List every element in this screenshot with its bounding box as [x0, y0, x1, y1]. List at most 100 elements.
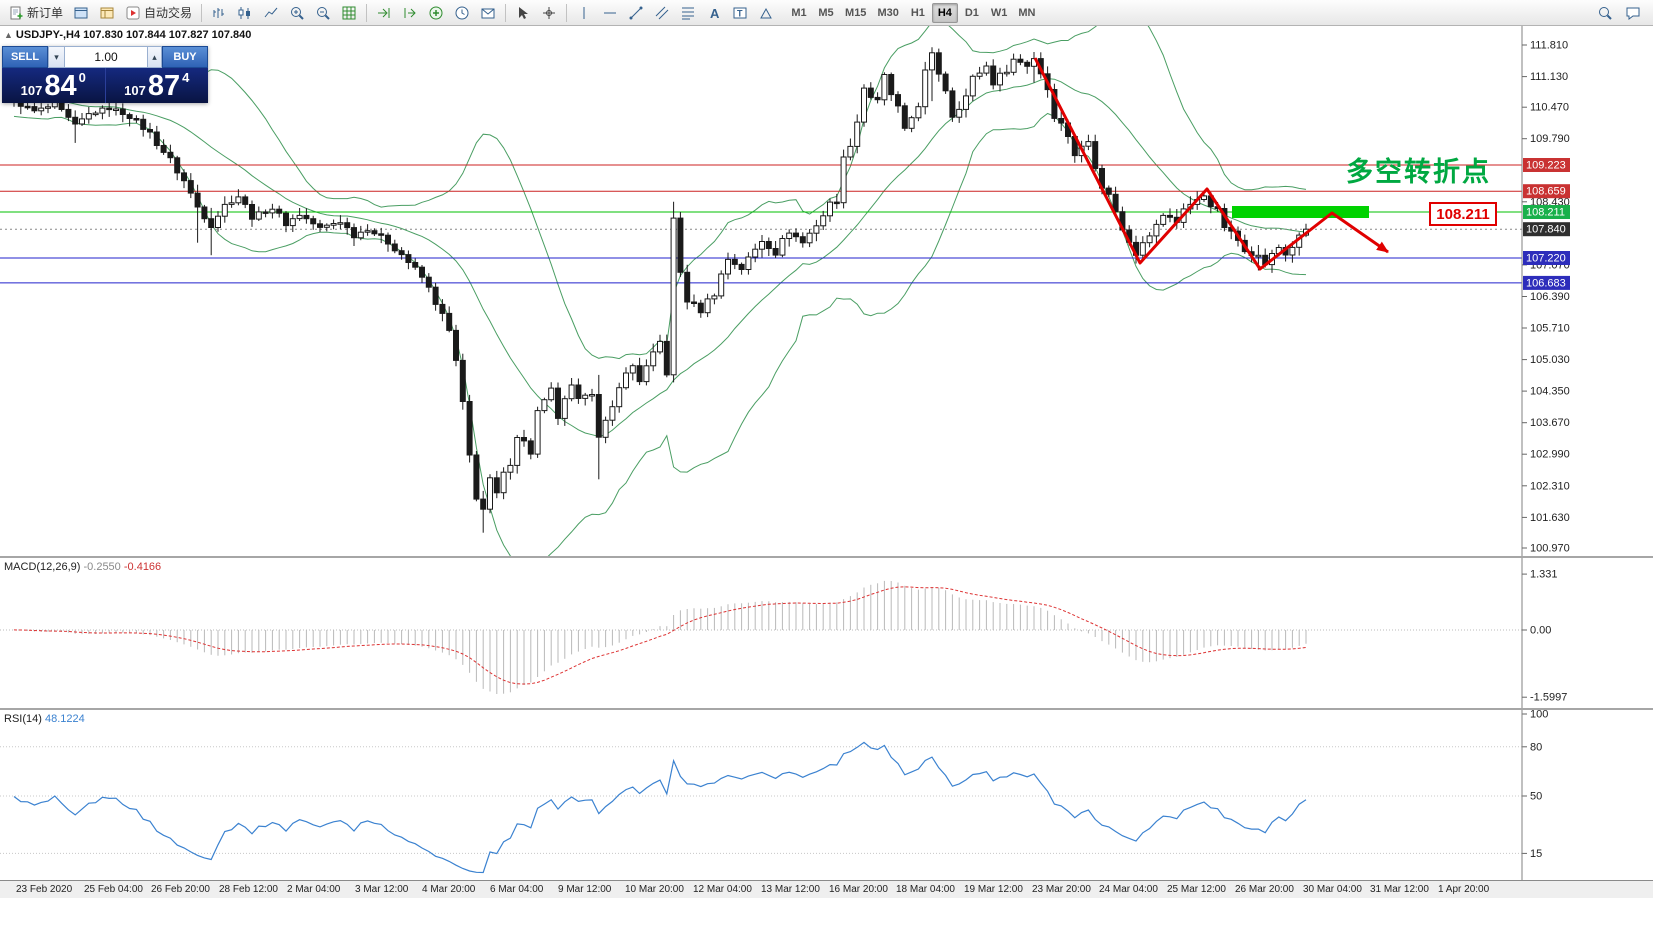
candle: [616, 387, 623, 408]
rsi-indicator-panel[interactable]: 100 80 50 15: [0, 710, 1653, 880]
candle: [85, 113, 92, 120]
new-order-icon: [8, 5, 24, 21]
candle: [106, 107, 113, 111]
arrows-tool-icon[interactable]: [754, 2, 778, 24]
candle: [1167, 214, 1173, 218]
candle: [806, 232, 813, 244]
chart-shift-icon[interactable]: [398, 2, 422, 24]
candle: [949, 90, 956, 118]
candle: [752, 248, 759, 258]
toolbar-separator: [201, 3, 203, 22]
templates-icon[interactable]: [476, 2, 500, 24]
trendline-tool-icon[interactable]: [624, 2, 648, 24]
panel-separator[interactable]: [0, 556, 1653, 558]
candle: [745, 256, 752, 270]
candle: [24, 105, 31, 109]
candle: [650, 351, 657, 367]
buy-price[interactable]: 107 87 4: [106, 68, 209, 103]
search-icon[interactable]: [1593, 2, 1617, 24]
vertical-line-tool-icon[interactable]: [572, 2, 596, 24]
candle: [466, 401, 473, 456]
time-axis-label: 19 Mar 12:00: [964, 884, 1023, 895]
line-chart-icon[interactable]: [259, 2, 283, 24]
price-badge: [1523, 251, 1570, 265]
toolbar-separator: [366, 3, 368, 22]
grid-icon[interactable]: [337, 2, 361, 24]
text-label-tool-icon[interactable]: T: [728, 2, 752, 24]
candle: [330, 223, 337, 226]
chat-icon[interactable]: [1621, 2, 1645, 24]
time-axis-label: 25 Feb 04:00: [84, 884, 143, 895]
text-tool-icon[interactable]: A: [702, 2, 726, 24]
price-badge: [1523, 205, 1570, 219]
timeframe-button-w1[interactable]: W1: [990, 6, 1008, 19]
timeframe-button-m5[interactable]: M5: [818, 6, 834, 19]
zoom-out-icon[interactable]: [311, 2, 335, 24]
timeframe-button-d1[interactable]: D1: [964, 6, 979, 19]
cursor-icon[interactable]: [511, 2, 535, 24]
candle: [480, 498, 487, 510]
candle: [221, 203, 228, 217]
candle: [555, 387, 561, 419]
price-tick-label: 105.710: [1530, 323, 1570, 335]
timeframe-button-m30[interactable]: M30: [877, 6, 899, 19]
horizontal-line-tool-icon[interactable]: [598, 2, 622, 24]
candle: [684, 271, 691, 303]
candle: [997, 72, 1003, 86]
timeframe-button-m15[interactable]: M15: [845, 6, 867, 19]
volume-increase-icon[interactable]: ▴: [147, 46, 162, 68]
volume-dropdown-icon[interactable]: ▾: [48, 46, 65, 68]
candle: [412, 262, 419, 268]
collapse-arrow-icon[interactable]: ▲: [4, 30, 13, 40]
candle: [1255, 254, 1262, 258]
crosshair-icon[interactable]: [537, 2, 561, 24]
candle: [500, 471, 507, 494]
zoom-in-icon[interactable]: [285, 2, 309, 24]
macd-histogram: [13, 580, 1307, 694]
sell-price[interactable]: 107 84 0: [2, 68, 106, 103]
buy-button[interactable]: BUY: [162, 46, 208, 68]
candle: [929, 52, 935, 71]
periods-clock-icon[interactable]: [450, 2, 474, 24]
candle: [119, 108, 126, 115]
price-tick-label: 103.670: [1530, 417, 1570, 429]
chart-window-icon[interactable]: [69, 2, 93, 24]
fibonacci-tool-icon[interactable]: [676, 2, 700, 24]
candle: [167, 151, 174, 159]
candle: [888, 74, 895, 96]
indicators-icon[interactable]: [424, 2, 448, 24]
new-order-button[interactable]: 新订单: [4, 2, 67, 24]
candle: [677, 217, 684, 273]
price-chart-panel[interactable]: 111.810 111.130 110.470 109.790 108.430 107.0…: [0, 26, 1653, 556]
candle: [827, 201, 833, 217]
timeframe-button-mn[interactable]: MN: [1018, 6, 1036, 19]
timeframe-group: M1 M5 M15 M30 H1 H4 D1 W1 MN: [786, 2, 1040, 23]
bar-chart-icon[interactable]: [207, 2, 231, 24]
auto-scroll-icon[interactable]: [372, 2, 396, 24]
candle: [799, 236, 806, 244]
auto-trading-button[interactable]: 自动交易: [121, 2, 196, 24]
timeframe-button-h4[interactable]: H4: [931, 2, 958, 23]
time-axis-label: 24 Mar 04:00: [1099, 884, 1158, 895]
sell-button[interactable]: SELL: [2, 46, 48, 68]
timeframe-button-h1[interactable]: H1: [910, 6, 925, 19]
time-axis-label: 30 Mar 04:00: [1303, 884, 1362, 895]
price-badge-label: 108.211: [1526, 207, 1565, 219]
candlestick-chart-icon[interactable]: [233, 2, 257, 24]
candle: [589, 394, 595, 397]
macd-indicator-panel[interactable]: 1.331 0.00 -1.5997: [0, 558, 1653, 708]
timeframe-button-m1[interactable]: M1: [791, 6, 807, 19]
candle: [1112, 193, 1119, 213]
time-axis[interactable]: 23 Feb 2020 25 Feb 04:00 26 Feb 20:00 28 Fe…: [0, 880, 1653, 898]
channel-tool-icon[interactable]: [650, 2, 674, 24]
price-badge-label: 108.659: [1526, 186, 1566, 198]
horizontal-level-lines: [0, 164, 1522, 284]
candle: [242, 196, 249, 205]
price-badge: [1523, 184, 1570, 199]
volume-input[interactable]: [65, 46, 147, 68]
price-axis: 111.810111.130110.470109.790108.430107.0…: [1521, 26, 1570, 556]
profiles-icon[interactable]: [95, 2, 119, 24]
one-click-trading-panel: SELL ▾ ▴ BUY 107 84 0 107 87 4: [2, 46, 208, 103]
panel-separator[interactable]: [0, 708, 1653, 710]
candle: [1105, 187, 1112, 195]
